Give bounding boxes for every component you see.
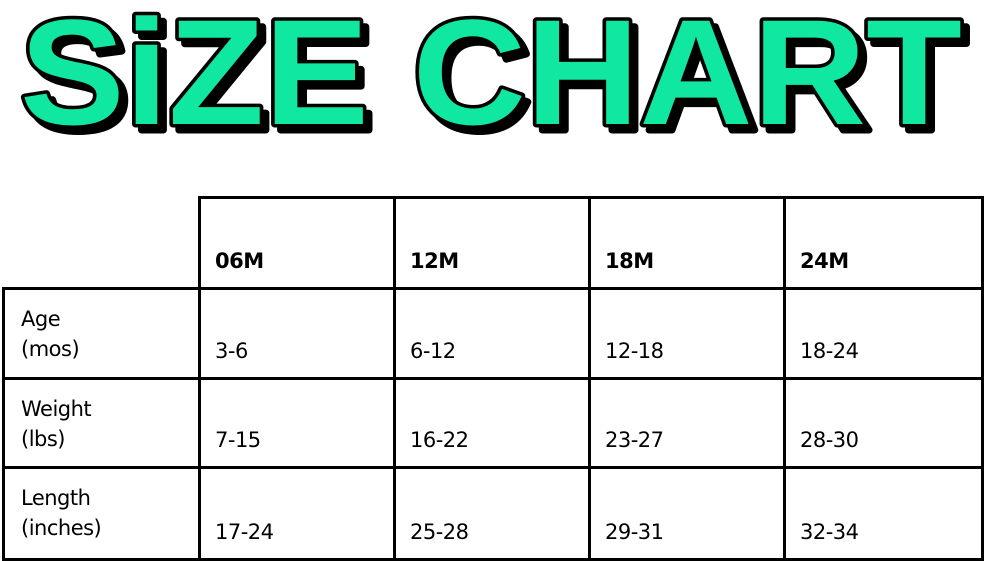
row-label: Age (mos)	[2, 287, 201, 380]
column-header: 12M	[393, 196, 591, 290]
row-label-line1: Age	[21, 307, 61, 331]
cell-value: 16-22	[410, 428, 469, 452]
column-header: 06M	[198, 196, 396, 290]
cell-value: 28-30	[800, 428, 859, 452]
cell-value: 23-27	[605, 428, 664, 452]
size-chart-title: SiZE CHART	[17, 0, 966, 150]
table-cell: 29-31	[588, 466, 786, 561]
table-cell: 17-24	[198, 466, 396, 561]
row-label-text: Length (inches)	[21, 483, 102, 543]
row-label-line2: (lbs)	[21, 427, 66, 451]
cell-value: 12-18	[605, 339, 664, 363]
row-label-line1: Weight	[21, 397, 92, 421]
row-label-line2: (mos)	[21, 337, 80, 361]
table-cell: 7-15	[198, 377, 396, 469]
column-header-label: 06M	[215, 249, 264, 273]
table-cell: 6-12	[393, 287, 591, 380]
column-header: 18M	[588, 196, 786, 290]
table-cell: 25-28	[393, 466, 591, 561]
table-cell: 16-22	[393, 377, 591, 469]
column-header-label: 18M	[605, 249, 654, 273]
cell-value: 6-12	[410, 339, 456, 363]
cell-value: 25-28	[410, 520, 469, 544]
cell-value: 32-34	[800, 520, 859, 544]
cell-value: 29-31	[605, 520, 664, 544]
title-text: SiZE CHART	[20, 0, 962, 150]
cell-value: 18-24	[800, 339, 859, 363]
row-label-text: Weight (lbs)	[21, 394, 92, 454]
cell-value: 3-6	[215, 339, 248, 363]
column-header-label: 12M	[410, 249, 459, 273]
table-cell: 32-34	[783, 466, 984, 561]
row-label: Length (inches)	[2, 466, 201, 561]
table-cell: 18-24	[783, 287, 984, 380]
row-label-line1: Length	[21, 486, 91, 510]
column-header-label: 24M	[800, 249, 849, 273]
table-cell: 23-27	[588, 377, 786, 469]
row-label-line2: (inches)	[21, 516, 102, 540]
table-cell: 28-30	[783, 377, 984, 469]
row-label-text: Age (mos)	[21, 304, 80, 364]
table-cell: 3-6	[198, 287, 396, 380]
table-cell: 12-18	[588, 287, 786, 380]
column-header: 24M	[783, 196, 984, 290]
cell-value: 7-15	[215, 428, 261, 452]
row-label: Weight (lbs)	[2, 377, 201, 469]
cell-value: 17-24	[215, 520, 274, 544]
